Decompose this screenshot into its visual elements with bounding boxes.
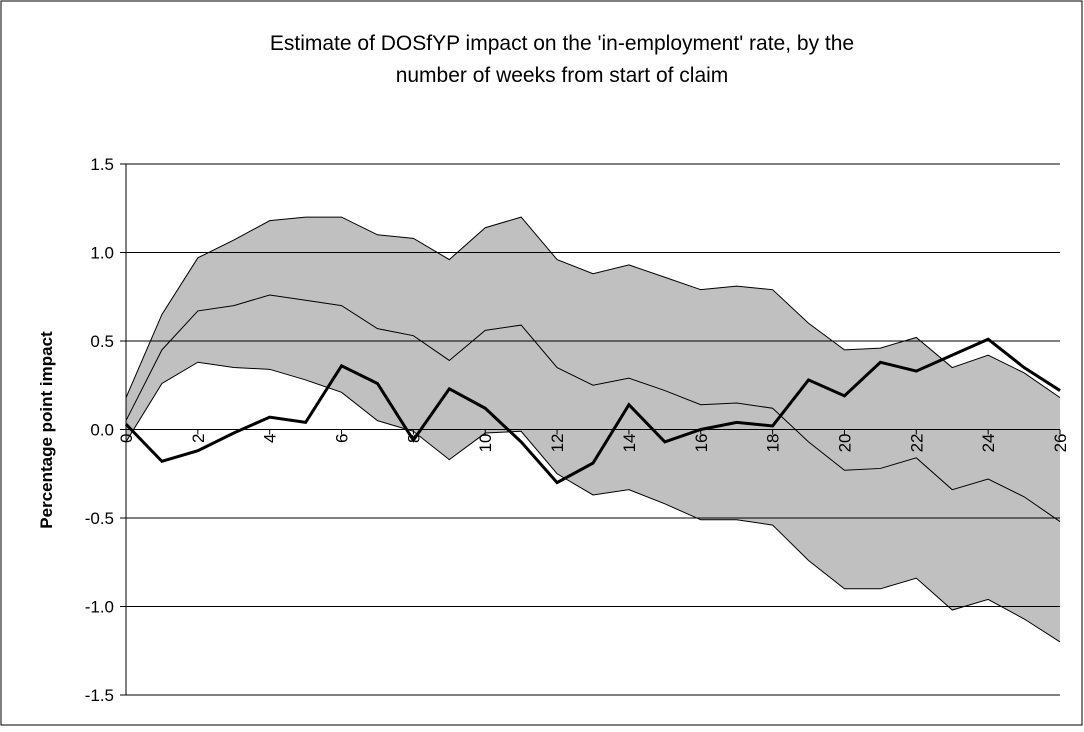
y-tick-label: 0.0 xyxy=(90,421,114,440)
chart-title: Estimate of DOSfYP impact on the 'in-emp… xyxy=(270,32,854,55)
series-line xyxy=(125,361,1061,643)
series-line xyxy=(124,337,1061,485)
x-tick-label: 26 xyxy=(1051,434,1070,453)
x-tick-label: 14 xyxy=(620,434,639,453)
y-tick-label: -0.5 xyxy=(85,509,114,528)
x-tick-label: 12 xyxy=(548,434,567,453)
x-tick-label: 4 xyxy=(261,434,280,443)
series-line xyxy=(125,216,1061,399)
x-tick-label: 24 xyxy=(979,434,998,453)
x-tick-label: 6 xyxy=(333,434,352,443)
y-axis-label: Percentage point impact xyxy=(37,331,56,529)
y-tick-label: 1.0 xyxy=(90,244,114,263)
y-tick-label: 1.5 xyxy=(90,155,114,174)
x-tick-label: 0 xyxy=(117,434,136,443)
chart-title: number of weeks from start of claim xyxy=(396,64,729,87)
x-tick-label: 2 xyxy=(189,434,208,443)
y-tick-label: -1.5 xyxy=(85,686,114,705)
x-tick-label: 18 xyxy=(764,434,783,453)
series-line xyxy=(125,294,1061,522)
x-tick-label: 22 xyxy=(907,434,926,453)
x-tick-label: 20 xyxy=(835,434,854,453)
y-tick-label: -1.0 xyxy=(85,598,114,617)
y-tick-label: 0.5 xyxy=(90,332,114,351)
x-tick-label: 10 xyxy=(476,434,495,453)
x-tick-label: 16 xyxy=(692,434,711,453)
